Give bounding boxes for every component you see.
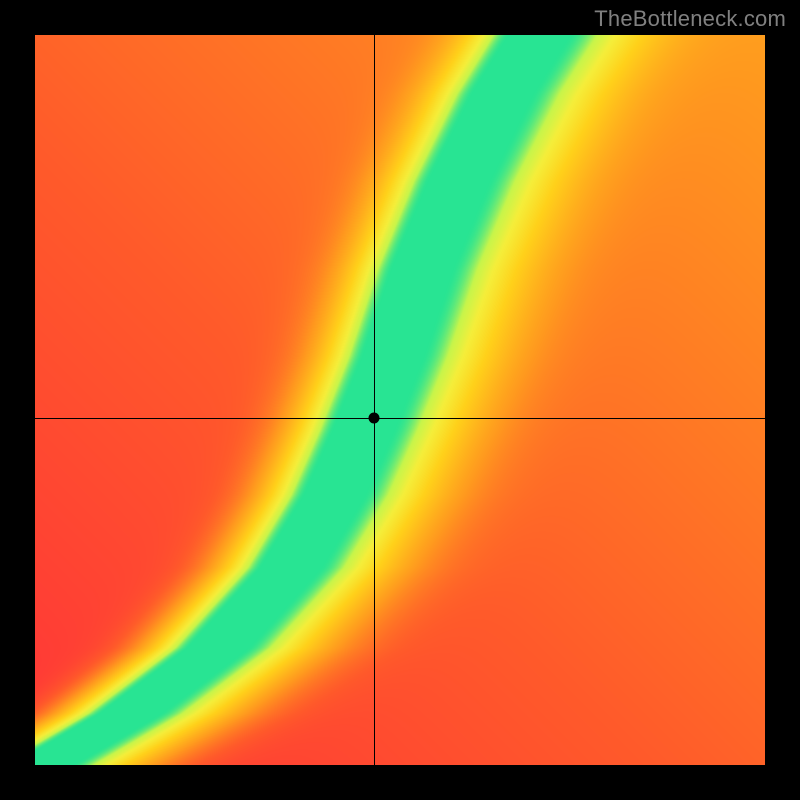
watermark: TheBottleneck.com	[594, 6, 786, 32]
bottleneck-heatmap	[35, 35, 765, 765]
selection-marker	[369, 413, 380, 424]
crosshair-vertical	[374, 35, 375, 765]
crosshair-horizontal	[35, 418, 765, 419]
heatmap-canvas	[35, 35, 765, 765]
